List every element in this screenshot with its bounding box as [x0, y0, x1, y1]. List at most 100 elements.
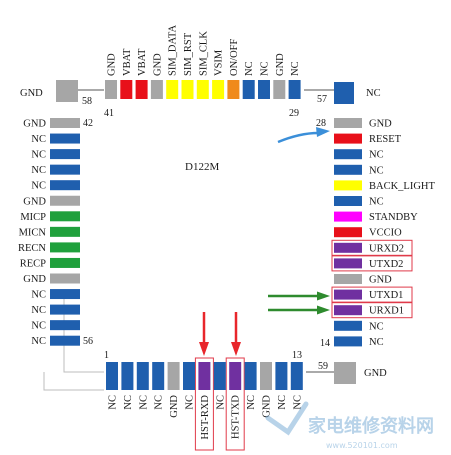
right-pin-21 — [334, 227, 362, 238]
left-pin-54 — [50, 304, 80, 315]
bottom-pin-5 — [167, 362, 180, 390]
left-pin-label: NC — [31, 336, 46, 347]
right-pin-25 — [334, 164, 362, 175]
left-pin-46 — [50, 180, 80, 191]
pins-layer — [50, 80, 362, 390]
left-pin-number-first: 42 — [83, 118, 93, 129]
right-pin-label: STANDBY — [369, 212, 418, 223]
hst-txd-arrow-head — [231, 342, 241, 356]
right-pin-number-first: 28 — [316, 118, 326, 129]
right-pin-17 — [334, 289, 362, 300]
top-pin-label: NC — [260, 61, 271, 76]
bottom-pin-6 — [183, 362, 195, 390]
top-pin-2 — [120, 80, 133, 99]
left-pin-43 — [50, 133, 80, 144]
top-pin-5 — [166, 80, 179, 99]
right-pin-label: GND — [369, 119, 392, 130]
top-pin-7 — [196, 80, 209, 99]
chip-label: D122M — [185, 161, 219, 173]
bottom-pin-label: HST-TXD — [231, 395, 242, 439]
left-pin-label: RECN — [18, 243, 46, 254]
bottom-pin-number-first: 1 — [104, 350, 109, 361]
bottom-pin-number-last: 13 — [292, 350, 302, 361]
highlight-box — [225, 357, 245, 451]
left-pin-label: NC — [31, 134, 46, 145]
hst-rxd-arrow-head — [199, 342, 209, 356]
corner-number-57: 57 — [317, 94, 327, 105]
top-pin-label: GND — [152, 53, 163, 76]
bottom-pin-label: NC — [277, 395, 288, 410]
left-pin-label: NC — [31, 165, 46, 176]
right-pin-label: RESET — [369, 134, 402, 145]
right-pin-label: UTXD2 — [369, 259, 403, 270]
bottom-pin-9 — [229, 362, 242, 390]
bottom-pin-label: HST-RXD — [200, 395, 211, 440]
left-pin-50 — [50, 242, 80, 253]
left-pin-label: GND — [23, 274, 46, 285]
corner-pad-58 — [56, 80, 78, 102]
highlight-box — [331, 255, 413, 272]
left-pin-42 — [50, 118, 80, 128]
corner-label-top-right: NC — [366, 88, 381, 99]
top-pin-label: GND — [275, 53, 286, 76]
outline-line — [43, 372, 104, 391]
left-pin-label: MICN — [19, 227, 47, 238]
corner-label-top-left: GND — [20, 88, 43, 99]
right-pin-24 — [334, 180, 362, 191]
right-pin-label: URXD1 — [369, 306, 404, 317]
right-pin-18 — [334, 274, 362, 284]
left-pin-label: MICP — [20, 212, 46, 223]
right-pin-label: NC — [369, 165, 384, 176]
right-pin-label: NC — [369, 197, 384, 208]
top-pin-3 — [135, 80, 148, 99]
top-pin-1 — [105, 80, 117, 99]
left-pin-label: RECP — [20, 258, 46, 269]
bottom-pin-label: NC — [292, 395, 303, 410]
left-pin-label: NC — [31, 305, 46, 316]
labels-layer: GND VBAT VBAT GND SIM_DATA SIM_RST SIM_CLK VSIM… — [18, 25, 436, 440]
bottom-pin-11 — [260, 362, 272, 390]
top-pin-label: ON/OFF — [229, 38, 240, 76]
bottom-pin-label: NC — [108, 395, 119, 410]
highlight-box — [331, 302, 413, 319]
top-pin-6 — [181, 80, 194, 99]
background-layer — [43, 89, 413, 451]
left-pin-45 — [50, 164, 80, 175]
bottom-pin-8 — [213, 362, 226, 390]
bottom-pin-10 — [244, 362, 257, 390]
corner-number-58: 58 — [82, 96, 92, 107]
right-pin-label: NC — [369, 321, 384, 332]
highlight-box — [194, 357, 214, 451]
left-pin-label: GND — [23, 196, 46, 207]
bottom-pin-7 — [198, 362, 211, 390]
top-pin-number-first: 41 — [104, 108, 114, 119]
left-pin-49 — [50, 226, 80, 237]
left-pin-label: GND — [23, 119, 46, 130]
bottom-pin-label: NC — [154, 395, 165, 410]
top-pin-13 — [288, 80, 301, 99]
top-pin-label: VSIM — [214, 49, 225, 76]
left-pin-51 — [50, 257, 80, 268]
corner-label-bottom-right: GND — [364, 368, 387, 379]
utxd1-arrow-head — [317, 291, 330, 301]
bottom-pin-2 — [121, 362, 134, 390]
left-pin-number-last: 56 — [83, 336, 93, 347]
top-pin-number-last: 29 — [289, 108, 299, 119]
watermark-logo: 家电维修资料网 www.520101.com — [265, 401, 434, 450]
top-pin-9 — [227, 80, 240, 99]
top-pin-label: SIM_CLK — [198, 31, 209, 76]
bottom-pin-label: NC — [138, 395, 149, 410]
right-pin-label: GND — [369, 275, 392, 286]
top-pin-label: SIM_RST — [183, 32, 194, 76]
right-pin-number-last: 14 — [320, 338, 330, 349]
bottom-pin-13 — [290, 362, 303, 390]
left-pin-55 — [50, 320, 80, 331]
bottom-pin-label: NC — [246, 395, 257, 410]
left-pin-label: NC — [31, 290, 46, 301]
top-pin-label: SIM_DATA — [168, 25, 179, 76]
right-pin-14 — [334, 336, 362, 347]
top-pin-label: NC — [290, 61, 301, 76]
top-pin-10 — [242, 80, 255, 99]
right-pin-label: BACK_LIGHT — [369, 181, 435, 192]
